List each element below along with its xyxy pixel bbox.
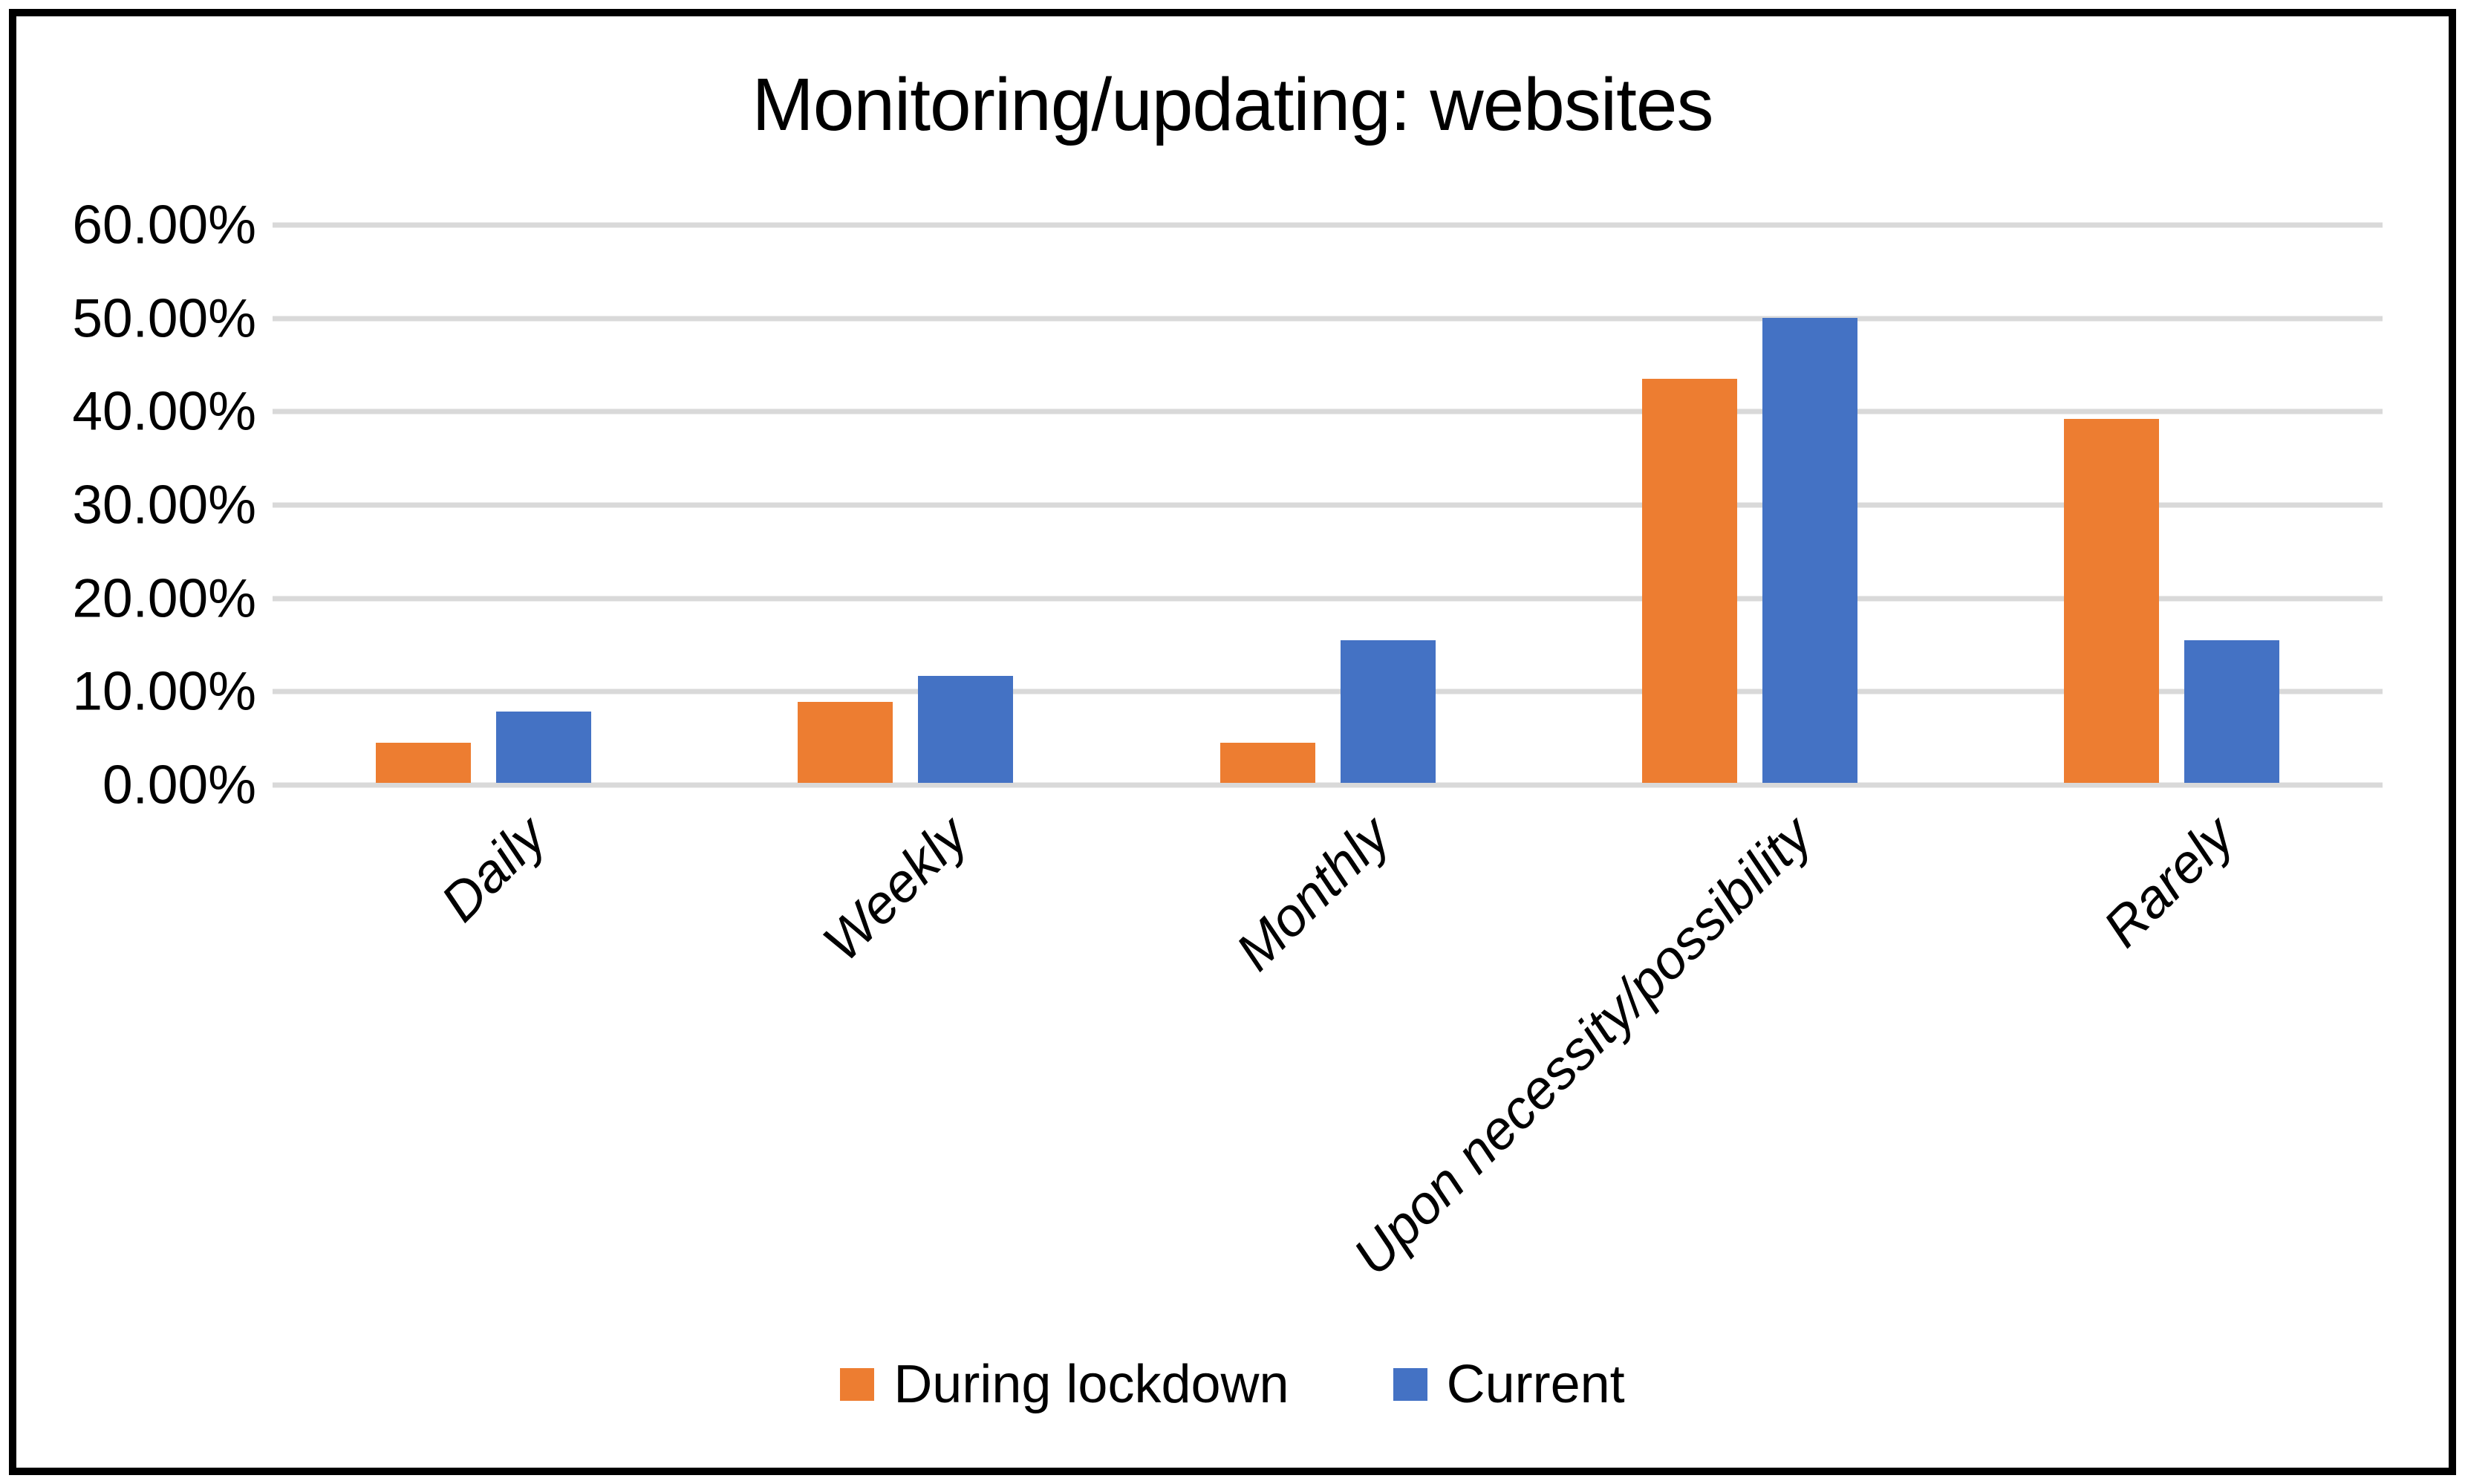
gridline-0-00: [273, 782, 2383, 788]
y-axis-tick-label-50-00: 50.00%: [72, 288, 256, 349]
category-group-rarely: [1961, 225, 2383, 783]
legend: During lockdown Current: [16, 1358, 2449, 1411]
bar-current-rarely: [2184, 640, 2279, 783]
bar-current-daily: [496, 711, 592, 783]
legend-entry-current: Current: [1393, 1358, 1625, 1411]
x-axis-label-monthly: Monthly: [1224, 805, 1401, 983]
chart-frame: Monitoring/updating: websites 0.00% 10.00…: [9, 9, 2456, 1475]
legend-label-during-lockdown: During lockdown: [893, 1355, 1289, 1414]
category-group-weekly: [694, 225, 1116, 783]
category-group-daily: [273, 225, 694, 783]
y-axis-tick-label-40-00: 40.00%: [72, 381, 256, 442]
bar-current-monthly: [1340, 640, 1436, 783]
plot-area: [273, 222, 2383, 788]
x-axis-label-rarely: Rarely: [2091, 805, 2246, 959]
gridline-60-00: [273, 222, 2383, 228]
legend-label-current: Current: [1446, 1355, 1625, 1414]
gridline-50-00: [273, 316, 2383, 322]
legend-swatch-current-icon: [1393, 1368, 1427, 1401]
legend-swatch-during-lockdown-icon: [840, 1368, 875, 1401]
x-axis-label-weekly: Weekly: [812, 805, 980, 973]
category-group-monthly: [1116, 225, 1538, 783]
x-axis-label-upon-necessity-possibility: Upon necessity/possibility: [1341, 805, 1824, 1287]
y-axis-tick-label-60-00: 60.00%: [72, 195, 256, 256]
bar-during-lockdown-daily: [376, 742, 472, 783]
y-axis-tick-label-0-00: 0.00%: [102, 755, 256, 816]
chart-title: Monitoring/updating: websites: [752, 63, 1714, 146]
bar-during-lockdown-weekly: [798, 702, 893, 783]
bar-current-weekly: [918, 675, 1014, 783]
x-axis-label-daily: Daily: [429, 805, 558, 934]
bar-current-upon-necessity-possibility: [1762, 318, 1857, 783]
gridline-40-00: [273, 409, 2383, 414]
y-axis-tick-label-30-00: 30.00%: [72, 475, 256, 536]
bar-during-lockdown-rarely: [2063, 419, 2159, 783]
y-axis: 0.00% 10.00% 20.00% 30.00% 40.00% 50.00% 60.00…: [30, 198, 256, 813]
x-axis: Daily Weekly Monthly Upon necessity/possibi…: [273, 785, 2383, 1320]
bar-during-lockdown-monthly: [1220, 742, 1315, 783]
bar-during-lockdown-upon-necessity-possibility: [1641, 378, 1737, 783]
gridline-30-00: [273, 502, 2383, 508]
legend-entry-during-lockdown: During lockdown: [840, 1358, 1289, 1411]
gridline-20-00: [273, 596, 2383, 602]
category-group-upon-necessity-possibility: [1539, 225, 1961, 783]
y-axis-tick-label-10-00: 10.00%: [72, 661, 256, 722]
gridline-10-00: [273, 689, 2383, 694]
y-axis-tick-label-20-00: 20.00%: [72, 568, 256, 629]
bars-container: [273, 225, 2383, 783]
